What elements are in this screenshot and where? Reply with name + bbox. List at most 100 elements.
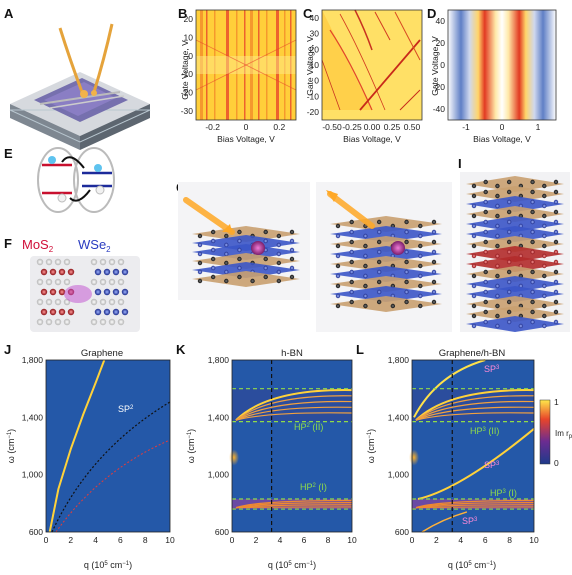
svg-text:MoS2: MoS2 — [22, 237, 54, 254]
panel-b-ytick: -30 — [181, 106, 194, 116]
label-hp2-i: HP — [300, 482, 313, 492]
panel-d-ytick: -40 — [433, 104, 446, 114]
svg-text:HP3 (II): HP3 (II) — [470, 426, 499, 436]
svg-text:HP3 (I): HP3 (I) — [490, 488, 517, 498]
panel-b-ytick: 10 — [184, 33, 194, 43]
panel-b-xtick: 0 — [244, 122, 249, 132]
label-hp3-i: HP — [490, 488, 503, 498]
panel-c-ytick: 0 — [314, 76, 319, 86]
substrate-left — [10, 104, 80, 150]
panel-c-ytick: 10 — [310, 60, 320, 70]
label-hp2-ii: HP — [294, 422, 307, 432]
light-line-red — [55, 439, 171, 533]
panel-l-xtick: 6 — [483, 535, 488, 545]
colorbar-label: Im r — [555, 429, 569, 438]
title-k: h-BN — [281, 348, 303, 359]
probe-tip-right — [92, 23, 114, 93]
panel-l-ytick: 1,000 — [388, 470, 410, 480]
panel-b-ytick: -20 — [181, 88, 194, 98]
panel-k-xtick: 0 — [230, 535, 235, 545]
panel-f-heterobilayer: F MoS2 WSe2 — [4, 236, 140, 332]
label-sp3-mid: SP — [484, 460, 496, 470]
label-sp3-top: SP — [484, 364, 496, 374]
colorbar-max: 1 — [554, 397, 559, 407]
panel-label-k: K — [176, 342, 186, 357]
panel-a-device: A — [4, 6, 151, 150]
panel-b-transport-map: B Gate Voltage, V 20 10 0 -10 -20 -30 -0.2 0 0.… — [178, 6, 297, 144]
panel-k-xtick: 2 — [254, 535, 259, 545]
panel-c-xtick: 0.25 — [384, 122, 401, 132]
label-wse2: WSe — [78, 237, 106, 252]
panel-h-stack: H — [316, 180, 452, 332]
colorbar-gradient — [539, 399, 551, 465]
probe-tip-left — [58, 27, 84, 93]
panel-l-xtick: 10 — [529, 535, 539, 545]
panel-l-ytick: 1,800 — [388, 355, 410, 365]
panel-c-ytick: 40 — [310, 13, 320, 23]
panel-j-xtick: 2 — [68, 535, 73, 545]
panel-k-xtick: 8 — [326, 535, 331, 545]
panel-c-xtick: 0.50 — [404, 122, 421, 132]
panel-i-stack: I — [458, 156, 570, 332]
panel-b-xtick: 0.2 — [273, 122, 285, 132]
panel-j-xtick: 8 — [143, 535, 148, 545]
panel-c-transport-map: C Gate Voltage, V 40 30 20 10 0 -10 -20 -0.50-… — [303, 6, 423, 144]
panel-j-xtick: 4 — [93, 535, 98, 545]
panel-l-ytick: 600 — [395, 527, 409, 537]
title-j: Graphene — [81, 348, 123, 359]
panel-l-ytick: 1,400 — [388, 412, 410, 422]
panel-d-ytick: -20 — [433, 82, 446, 92]
panel-k-ytick: 600 — [215, 527, 229, 537]
label-mos2: MoS — [22, 237, 49, 252]
light-line-dark — [51, 401, 171, 533]
panel-k-ytick: 1,400 — [208, 412, 230, 422]
panel-d-ytick: 20 — [436, 38, 446, 48]
panel-j-xtick: 0 — [44, 535, 49, 545]
title-l: Graphene/h-BN — [439, 348, 506, 359]
panel-label-e: E — [4, 146, 13, 161]
ylabel-j: ω (cm−1) — [6, 429, 16, 463]
svg-text:SP2: SP2 — [118, 404, 134, 414]
panel-d-ytick: 40 — [436, 16, 446, 26]
axis-label-bias-b: Bias Voltage, V — [217, 134, 275, 144]
panel-label-i: I — [458, 156, 462, 171]
label-sp2: SP — [118, 404, 130, 414]
panel-k-ytick: 1,000 — [208, 470, 230, 480]
label-hp3-ii: HP — [470, 426, 483, 436]
panel-label-d: D — [427, 6, 436, 21]
panel-j-ytick: 600 — [29, 527, 43, 537]
panel-label-b: B — [178, 6, 187, 21]
panel-j-xtick: 10 — [165, 535, 175, 545]
panel-d-xtick: -1 — [462, 122, 470, 132]
svg-text:SP3: SP3 — [484, 364, 500, 374]
colorbar-min: 0 — [554, 458, 559, 468]
mode-sp2-curve — [48, 359, 106, 533]
label-sp3-low: SP — [462, 516, 474, 526]
axis-label-bias-c: Bias Voltage, V — [343, 134, 401, 144]
panel-k-xtick: 10 — [347, 535, 357, 545]
panel-j-ytick: 1,000 — [22, 470, 44, 480]
panel-b-ytick: 0 — [188, 51, 193, 61]
axis-label-gate-c: Gate Voltage, V — [305, 36, 315, 96]
axis-label-gate-d: Gate Voltage, V — [430, 36, 440, 96]
panel-e-band-schematic: E — [4, 146, 115, 213]
substrate-right — [80, 104, 150, 150]
xlabel-l: q (105 cm−1) — [448, 560, 496, 570]
panel-b-ytick: 20 — [184, 14, 194, 24]
panel-b-xtick: -0.2 — [205, 122, 220, 132]
axis-label-gate-b: Gate Voltage, V — [180, 40, 190, 100]
heatmap-d — [448, 10, 556, 120]
xlabel-j: q (105 cm−1) — [84, 560, 132, 570]
panel-d-transport-map: D Gate Voltage, V 40 20 0 -20 -40 -1 0 1 Bias … — [427, 6, 557, 144]
panel-k-xtick: 6 — [302, 535, 307, 545]
panel-l-xtick: 8 — [507, 535, 512, 545]
svg-text:HP2 (II): HP2 (II) — [294, 422, 323, 432]
panel-label-a: A — [4, 6, 14, 21]
map-j — [46, 360, 170, 532]
panel-l-xtick: 0 — [410, 535, 415, 545]
panel-j-xtick: 6 — [118, 535, 123, 545]
